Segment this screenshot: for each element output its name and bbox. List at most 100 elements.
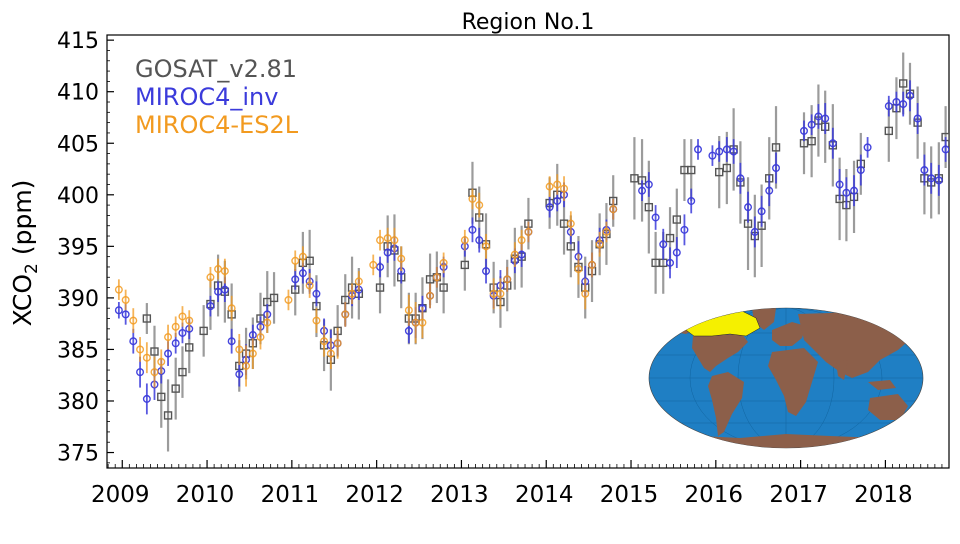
data-point (375, 283, 385, 292)
data-point (121, 295, 130, 304)
y-tick-label: 415 (57, 29, 99, 54)
data-point (609, 205, 618, 214)
data-point (913, 114, 922, 123)
data-point (510, 250, 519, 259)
data-point (404, 306, 413, 315)
data-point (383, 248, 392, 257)
data-point (341, 310, 350, 319)
legend-entry-miroc4-es2l: MIROC4-ES2L (135, 111, 299, 139)
data-point (206, 302, 215, 311)
data-point (129, 337, 138, 346)
data-point (595, 240, 604, 249)
data-point (376, 236, 385, 245)
data-point (354, 277, 363, 286)
data-point (171, 384, 180, 393)
data-point (687, 165, 696, 175)
data-point (828, 139, 837, 148)
data-point (263, 318, 272, 327)
data-point (920, 166, 929, 175)
data-point (460, 236, 469, 245)
data-point (545, 203, 554, 212)
data-point (588, 260, 597, 269)
data-point (765, 186, 774, 195)
data-point (644, 202, 654, 212)
data-point (136, 345, 145, 354)
data-point (722, 163, 732, 173)
y-tick-label: 375 (57, 442, 99, 467)
y-axis-label-main: XCO (8, 274, 37, 326)
data-point (899, 79, 908, 88)
data-point (644, 180, 653, 189)
data-point (460, 260, 470, 270)
x-tick-label: 2015 (600, 482, 659, 508)
x-tick-label: 2009 (91, 482, 150, 508)
data-point (468, 225, 477, 234)
data-point (771, 143, 781, 152)
data-point (235, 345, 244, 354)
data-point (390, 236, 399, 245)
data-point (560, 184, 569, 193)
data-point (142, 353, 151, 362)
data-point (114, 285, 123, 294)
data-point (736, 174, 745, 183)
data-point (807, 136, 816, 146)
series-layer (114, 52, 949, 452)
data-point (242, 361, 251, 370)
data-point (468, 194, 477, 203)
data-point (426, 291, 435, 300)
data-point (892, 98, 901, 107)
data-point (545, 182, 554, 191)
data-point (142, 314, 152, 323)
data-point (227, 337, 236, 346)
data-point (800, 126, 809, 135)
data-point (227, 304, 236, 313)
data-point (672, 248, 681, 257)
data-point (694, 145, 703, 154)
data-point (157, 357, 166, 366)
data-point (114, 306, 123, 315)
data-point (744, 203, 753, 212)
y-axis-label: XCO2 (ppm) (8, 180, 42, 327)
data-point (856, 166, 865, 175)
data-point (927, 174, 936, 183)
data-point (418, 318, 427, 327)
data-point (171, 339, 180, 348)
data-point (475, 236, 484, 245)
data-point (121, 310, 130, 319)
data-point (850, 186, 859, 195)
data-point (298, 252, 307, 261)
data-point (206, 273, 215, 282)
data-point (178, 367, 187, 377)
data-point (235, 370, 244, 379)
data-point (284, 295, 293, 304)
data-point (842, 188, 851, 197)
data-point (256, 333, 265, 342)
data-point (475, 201, 484, 210)
map-land-group (649, 308, 923, 448)
data-point (835, 180, 844, 189)
x-tick-label: 2013 (430, 482, 489, 508)
data-point (517, 236, 526, 245)
data-point (934, 176, 943, 185)
axes-layer: 375 380 385 390 395 400 405 410 415 2009 2010 2011 2… (57, 29, 950, 508)
x-tick-label: 2014 (515, 482, 574, 508)
data-point (680, 225, 689, 234)
data-point (553, 196, 562, 205)
legend-entry-miroc4-inv: MIROC4_inv (135, 83, 278, 111)
data-point (807, 120, 816, 129)
y-tick-label: 410 (57, 81, 99, 106)
data-point (439, 258, 448, 267)
y-axis-label-subscript: 2 (22, 263, 42, 274)
data-point (665, 233, 675, 243)
data-point (305, 256, 314, 265)
data-point (884, 126, 893, 136)
data-point (326, 349, 335, 358)
data-point (404, 326, 413, 335)
data-point (638, 186, 647, 195)
data-point (905, 91, 914, 100)
data-point (884, 102, 893, 111)
data-point (772, 163, 781, 172)
data-point (214, 265, 223, 274)
x-tick-label: 2016 (685, 482, 744, 508)
data-point (164, 333, 173, 342)
